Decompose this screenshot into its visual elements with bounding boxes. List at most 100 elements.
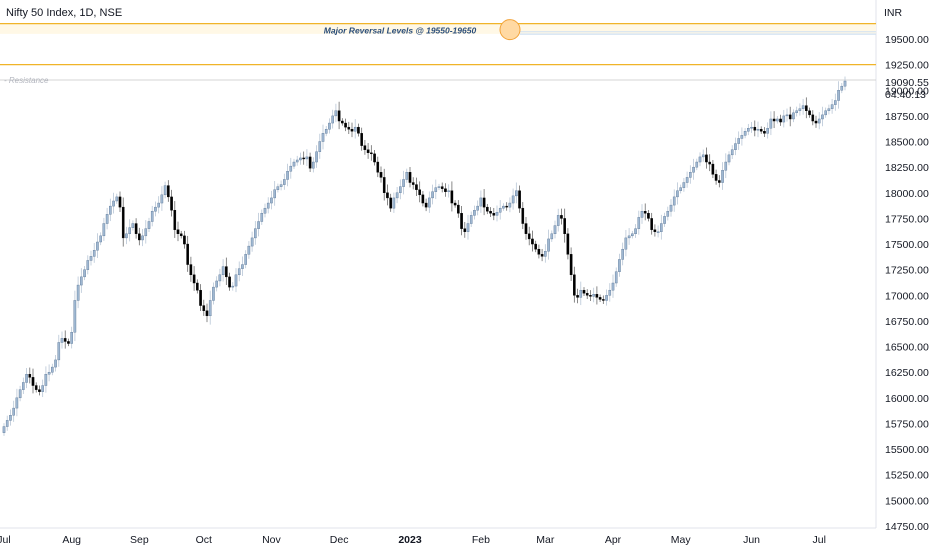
candle-body (840, 85, 844, 91)
candle-body (805, 105, 808, 111)
candle-body (701, 154, 705, 158)
candle-body (212, 286, 215, 301)
candle-body (589, 295, 592, 297)
candle-body (196, 282, 199, 291)
candle-body (573, 274, 576, 296)
candle-body (466, 223, 470, 232)
candle-body (28, 374, 32, 378)
candle-body (360, 133, 363, 146)
x-tick-label: May (671, 534, 692, 546)
candle-body (737, 138, 740, 144)
candle-body (89, 256, 93, 261)
candle-body (631, 233, 634, 237)
candle-body (199, 289, 202, 306)
candle-body (495, 212, 499, 216)
candle-body (189, 264, 193, 276)
candle-body (395, 192, 399, 199)
candle-body (515, 190, 518, 197)
candle-body (408, 172, 412, 183)
candle-body (292, 161, 296, 167)
candle-body (440, 186, 444, 189)
x-tick-label: Aug (62, 534, 81, 546)
candle-body (202, 305, 206, 311)
candle-body (67, 341, 70, 344)
candle-body (112, 200, 115, 207)
candle-body (521, 207, 525, 224)
candle-body (241, 264, 244, 269)
candle-body (105, 214, 109, 224)
y-tick-label: 15750.00 (885, 418, 929, 430)
candle-body (31, 377, 35, 386)
candle-body (502, 205, 505, 209)
y-tick-label: 17000.00 (885, 290, 929, 302)
candle-body (834, 100, 837, 105)
candle-body (15, 397, 19, 409)
price-axis[interactable]: 19500.00 19250.00 19000.00 18750.00 18500.00… (885, 34, 929, 533)
candle-body (624, 237, 628, 250)
candle-body (614, 271, 618, 284)
candle-body (518, 190, 521, 209)
candle-body (38, 389, 41, 392)
y-tick-label: 16250.00 (885, 367, 929, 379)
candle-body (527, 233, 531, 240)
candle-body (225, 266, 228, 278)
candle-body (376, 161, 380, 173)
candle-body (415, 184, 418, 190)
candle-body (231, 285, 235, 288)
candle-body (208, 300, 212, 317)
candle-body (656, 231, 660, 233)
candle-body (708, 161, 711, 165)
candle-body (382, 177, 386, 193)
y-tick-label: 15250.00 (885, 470, 929, 482)
candle-body (817, 118, 821, 124)
candle-body (96, 241, 99, 251)
candle-body (489, 211, 492, 214)
candle-body (788, 114, 792, 120)
candle-body (582, 289, 586, 294)
candle-body (47, 372, 51, 375)
candle-body (147, 221, 151, 229)
candle-body (537, 248, 541, 255)
candle-body (270, 197, 273, 204)
time-axis[interactable]: Jul Aug Sep Oct Nov Dec 2023 Feb Mar Apr May Jun Jul (0, 534, 826, 546)
candle-body (431, 191, 434, 199)
countdown-value: 04:40:13 (885, 89, 926, 101)
candle-body (428, 197, 431, 208)
candle-body (689, 172, 692, 178)
candle-body (141, 235, 144, 241)
candle-body (647, 213, 650, 219)
candle-body (766, 127, 769, 134)
candle-body (266, 202, 270, 209)
reversal-label: Major Reversal Levels @ 19550-19650 (324, 26, 477, 36)
candle-body (179, 233, 183, 237)
candle-body (727, 154, 731, 163)
x-tick-label: Dec (330, 534, 349, 546)
candle-body (318, 141, 322, 152)
candle-body (76, 284, 80, 301)
candle-body (167, 185, 170, 198)
candle-body (653, 229, 657, 232)
candle-body (63, 338, 67, 342)
candle-body (627, 235, 631, 239)
candle-body (544, 251, 547, 257)
candle-body (244, 254, 247, 265)
candle-body (121, 206, 125, 239)
candle-body (595, 294, 599, 298)
candle-body (605, 295, 608, 301)
candle-body (321, 133, 325, 142)
candle-body (218, 274, 222, 282)
candle-body (170, 196, 173, 211)
candle-body (650, 218, 653, 230)
plot-area (0, 0, 876, 528)
candle-body (444, 188, 447, 192)
candle-body (324, 129, 328, 134)
y-tick-label: 14750.00 (885, 521, 929, 533)
candle-body (718, 180, 721, 183)
candle-body (131, 223, 135, 228)
candle-body (811, 114, 815, 122)
candle-body (350, 129, 354, 132)
currency-label[interactable]: INR (884, 7, 903, 19)
candle-body (821, 114, 824, 120)
candle-body (18, 389, 22, 399)
